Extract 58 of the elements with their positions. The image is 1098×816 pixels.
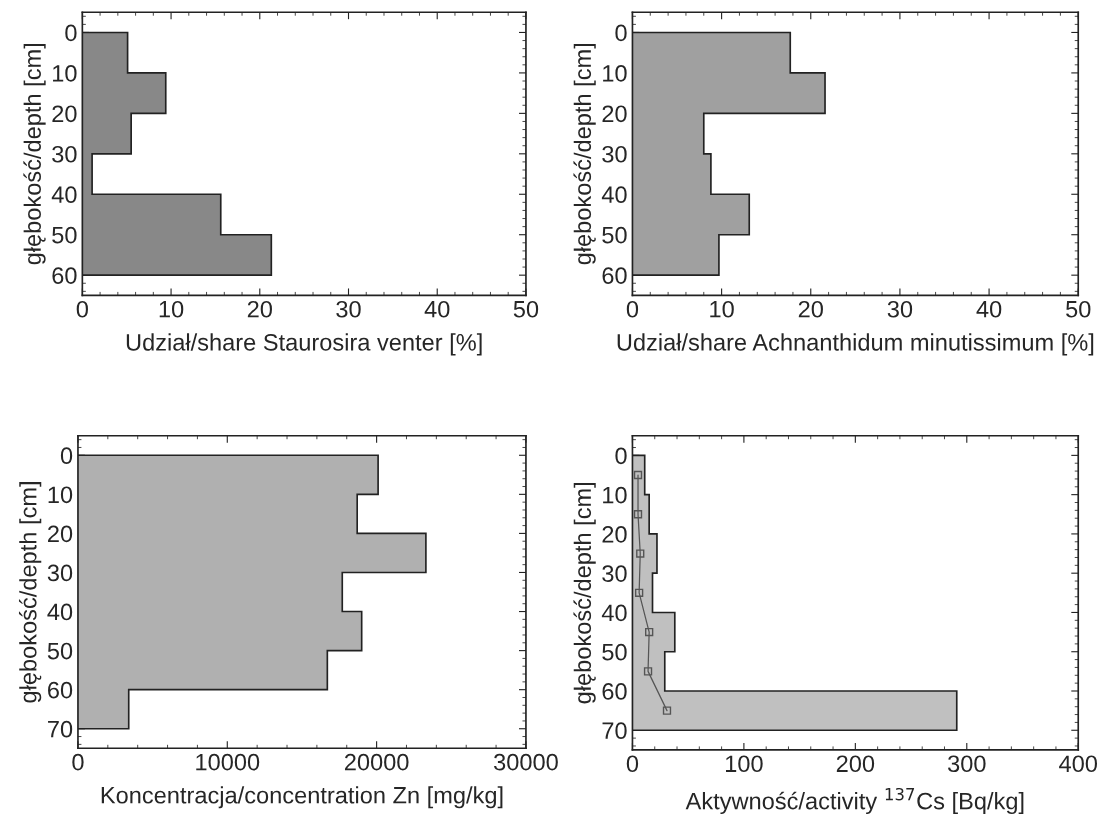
y-axis-title: głębokość/depth [cm] <box>23 43 46 265</box>
y-tick-label: 0 <box>615 24 627 42</box>
y-axis-title: głębokość/depth [cm] <box>18 482 42 703</box>
y-tick-label: 50 <box>602 643 627 661</box>
x-tick-label: 50 <box>1066 300 1091 318</box>
x-tick-label: 100 <box>726 755 763 773</box>
y-tick-label: 30 <box>602 145 627 163</box>
y-tick-label: 10 <box>603 64 627 82</box>
x-tick-label: 300 <box>947 755 986 773</box>
y-tick-label: 60 <box>52 267 77 284</box>
x-tick-label: 10 <box>159 300 184 318</box>
x-axis-title: Udział/share Staurosira venter [%] <box>126 333 482 356</box>
x-tick-label: 30000 <box>494 753 558 771</box>
x-tick-label: 200 <box>836 755 875 773</box>
x-tick-label: 0 <box>76 300 88 318</box>
y-tick-label: 20 <box>48 525 73 543</box>
y-tick-label: 40 <box>601 604 627 622</box>
x-tick-label: 50 <box>513 300 539 318</box>
x-axis-title: Udział/share Achnanthidum minutissimum [%] <box>617 333 1094 356</box>
y-tick-label: 20 <box>602 525 627 543</box>
x-tick-label: 10000 <box>196 753 260 771</box>
x-tick-label: 30 <box>887 300 913 318</box>
y-tick-label: 0 <box>60 447 73 465</box>
y-tick-label: 70 <box>602 722 627 740</box>
x-tick-label: 40 <box>976 300 1002 318</box>
x-tick-label: 0 <box>626 755 639 773</box>
x-tick-label: 0 <box>626 300 639 318</box>
y-tick-label: 10 <box>603 486 627 504</box>
y-tick-label: 30 <box>602 565 627 582</box>
y-tick-label: 50 <box>602 226 627 244</box>
y-tick-label: 30 <box>52 145 77 163</box>
y-tick-label: 60 <box>602 267 627 284</box>
y-tick-label: 30 <box>47 564 73 582</box>
x-axis-title: Koncentracja/concentration Zn [mg/kg] <box>101 786 503 809</box>
x-axis-title: Aktywność/activity $^{137}$Cs [Bq/kg] <box>685 787 1024 815</box>
y-tick-label: 20 <box>602 105 627 123</box>
y-tick-label: 50 <box>52 226 77 244</box>
y-tick-label: 0 <box>65 24 77 42</box>
y-tick-label: 10 <box>48 486 73 504</box>
y-tick-label: 60 <box>48 681 73 699</box>
y-tick-label: 0 <box>615 447 627 465</box>
y-tick-label: 60 <box>602 683 627 700</box>
x-tick-label: 20000 <box>344 753 409 771</box>
y-tick-label: 10 <box>53 64 77 82</box>
x-tick-label: 30 <box>336 300 361 318</box>
y-tick-label: 40 <box>51 186 77 204</box>
y-tick-label: 40 <box>47 603 73 621</box>
y-axis-title: głębokość/depth [cm] <box>573 482 596 704</box>
x-tick-label: 400 <box>1059 755 1098 773</box>
y-tick-label: 50 <box>47 642 73 660</box>
y-tick-label: 70 <box>48 720 73 738</box>
x-tick-label: 20 <box>247 300 272 318</box>
x-tick-label: 40 <box>424 300 450 318</box>
x-tick-label: 10 <box>710 300 734 318</box>
x-tick-label: 20 <box>798 300 823 318</box>
y-tick-label: 40 <box>601 186 627 204</box>
y-axis-title: głębokość/depth [cm] <box>573 43 596 265</box>
y-tick-label: 20 <box>52 105 77 123</box>
